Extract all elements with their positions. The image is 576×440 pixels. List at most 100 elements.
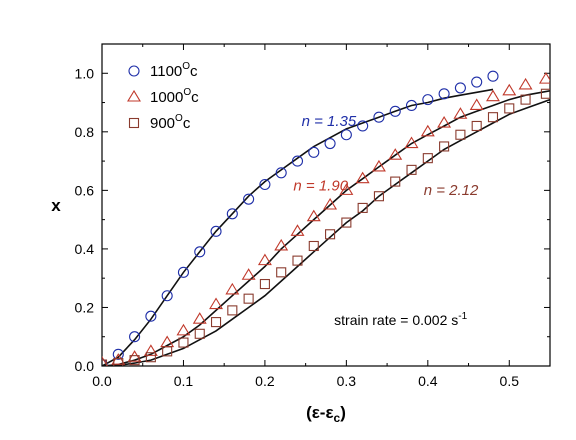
data-point-circle bbox=[324, 137, 336, 150]
fit-curve-1 bbox=[102, 90, 550, 366]
x-tick-label: 0.4 bbox=[418, 373, 438, 389]
data-point-circle bbox=[357, 120, 369, 132]
n-annotation: n = 1.35 bbox=[302, 113, 357, 130]
data-point-square bbox=[406, 164, 417, 175]
legend-marker-square bbox=[128, 117, 140, 129]
legend-label: 1100Oc bbox=[150, 61, 198, 80]
x-tick-labels: 0.0 0.1 0.2 0.3 0.4 0.5 bbox=[92, 373, 519, 389]
data-point-circle bbox=[145, 310, 157, 322]
x-tick-label: 0.0 bbox=[92, 373, 112, 389]
legend-label: 900Oc bbox=[150, 113, 191, 132]
data-point-square bbox=[422, 153, 433, 164]
data-point-triangle bbox=[111, 353, 126, 365]
data-point-triangle bbox=[209, 297, 224, 310]
data-point-square bbox=[162, 346, 173, 357]
y-tick-label: 1.0 bbox=[75, 65, 95, 81]
data-markers bbox=[102, 70, 550, 366]
data-point-circle bbox=[275, 167, 287, 179]
x-tick-label: 0.1 bbox=[174, 373, 194, 389]
fit-curve-0 bbox=[102, 88, 494, 366]
data-point-triangle bbox=[404, 136, 419, 149]
data-point-circle bbox=[471, 76, 483, 88]
data-point-triangle bbox=[518, 77, 533, 90]
data-point-square bbox=[113, 358, 124, 366]
data-point-circle bbox=[438, 88, 450, 100]
data-point-square bbox=[276, 267, 287, 278]
data-point-square bbox=[210, 317, 222, 328]
data-point-triangle bbox=[453, 107, 468, 119]
plot-frame bbox=[101, 43, 551, 367]
data-point-square bbox=[357, 202, 368, 213]
legend-marker-triangle bbox=[127, 89, 141, 102]
x-axis-label-sub: c bbox=[334, 411, 341, 425]
data-point-square bbox=[540, 88, 550, 99]
legend-label-sup: O bbox=[175, 113, 183, 124]
data-point-circle bbox=[112, 348, 124, 360]
data-point-triangle bbox=[371, 159, 386, 172]
data-point-circle bbox=[259, 178, 271, 191]
data-point-square bbox=[439, 141, 450, 152]
data-point-square bbox=[471, 120, 482, 132]
legend-label-suffix: c bbox=[183, 115, 191, 132]
data-point-triangle bbox=[225, 282, 240, 295]
data-point-triangle bbox=[486, 89, 500, 102]
data-point-square bbox=[227, 305, 238, 316]
data-point-triangle bbox=[323, 197, 338, 210]
data-point-triangle bbox=[241, 268, 256, 280]
data-point-triangle bbox=[355, 171, 370, 184]
fit-curves bbox=[102, 88, 550, 366]
data-point-circle bbox=[454, 82, 466, 94]
data-point-square bbox=[308, 240, 319, 252]
y-tick-label: 0.0 bbox=[75, 358, 95, 374]
data-point-square bbox=[341, 217, 352, 228]
plot-area bbox=[101, 43, 551, 367]
annotations: n = 1.35 n = 1.90 n = 2.12 bbox=[293, 113, 479, 199]
legend-marker-circle bbox=[128, 65, 140, 77]
data-point-circle bbox=[210, 225, 222, 237]
strain-rate-note-main: strain rate = 0.002 s bbox=[334, 312, 458, 328]
x-tick-label: 0.5 bbox=[500, 373, 520, 389]
data-point-square bbox=[243, 293, 254, 304]
data-point-circle bbox=[422, 94, 434, 106]
data-point-triangle bbox=[127, 350, 142, 362]
data-point-triangle bbox=[306, 209, 321, 222]
legend-label-suffix: c bbox=[190, 63, 198, 80]
data-point-square bbox=[325, 229, 336, 240]
strain-rate-note-sup: -1 bbox=[458, 311, 467, 322]
data-point-triangle bbox=[290, 224, 305, 236]
data-point-circle bbox=[291, 155, 304, 167]
data-point-triangle bbox=[388, 148, 403, 160]
x-axis-label-close: ) bbox=[340, 403, 346, 422]
data-point-circle bbox=[373, 111, 385, 123]
data-point-circle bbox=[226, 208, 238, 220]
data-point-circle bbox=[308, 146, 320, 158]
data-point-square bbox=[390, 176, 401, 187]
legend-label: 1000Oc bbox=[150, 87, 199, 106]
legend-label-sup: O bbox=[182, 61, 190, 72]
data-point-circle bbox=[389, 105, 401, 117]
data-point-circle bbox=[161, 290, 173, 302]
data-point-triangle bbox=[102, 356, 108, 366]
data-point-square bbox=[194, 328, 205, 339]
data-point-triangle bbox=[274, 238, 289, 251]
x-tick-label: 0.3 bbox=[337, 373, 357, 389]
legend-label-main: 1000 bbox=[150, 89, 183, 106]
y-tick-label: 0.2 bbox=[75, 299, 95, 315]
data-point-square bbox=[259, 278, 270, 290]
legend-label-sup: O bbox=[183, 87, 191, 98]
data-point-square bbox=[373, 191, 384, 202]
data-point-circle bbox=[405, 99, 418, 112]
data-point-square bbox=[504, 103, 515, 114]
data-point-square bbox=[455, 129, 466, 140]
data-point-triangle bbox=[538, 72, 550, 84]
axis-ticks bbox=[101, 44, 550, 367]
y-tick-label: 0.6 bbox=[75, 182, 95, 198]
legend-label-main: 900 bbox=[150, 115, 175, 132]
data-point-circle bbox=[340, 129, 352, 141]
data-point-triangle bbox=[176, 323, 191, 336]
data-point-square bbox=[178, 337, 189, 348]
x-axis-label-main: (ε-ε bbox=[306, 403, 333, 422]
data-point-circle bbox=[194, 246, 206, 258]
data-point-triangle bbox=[469, 98, 484, 111]
